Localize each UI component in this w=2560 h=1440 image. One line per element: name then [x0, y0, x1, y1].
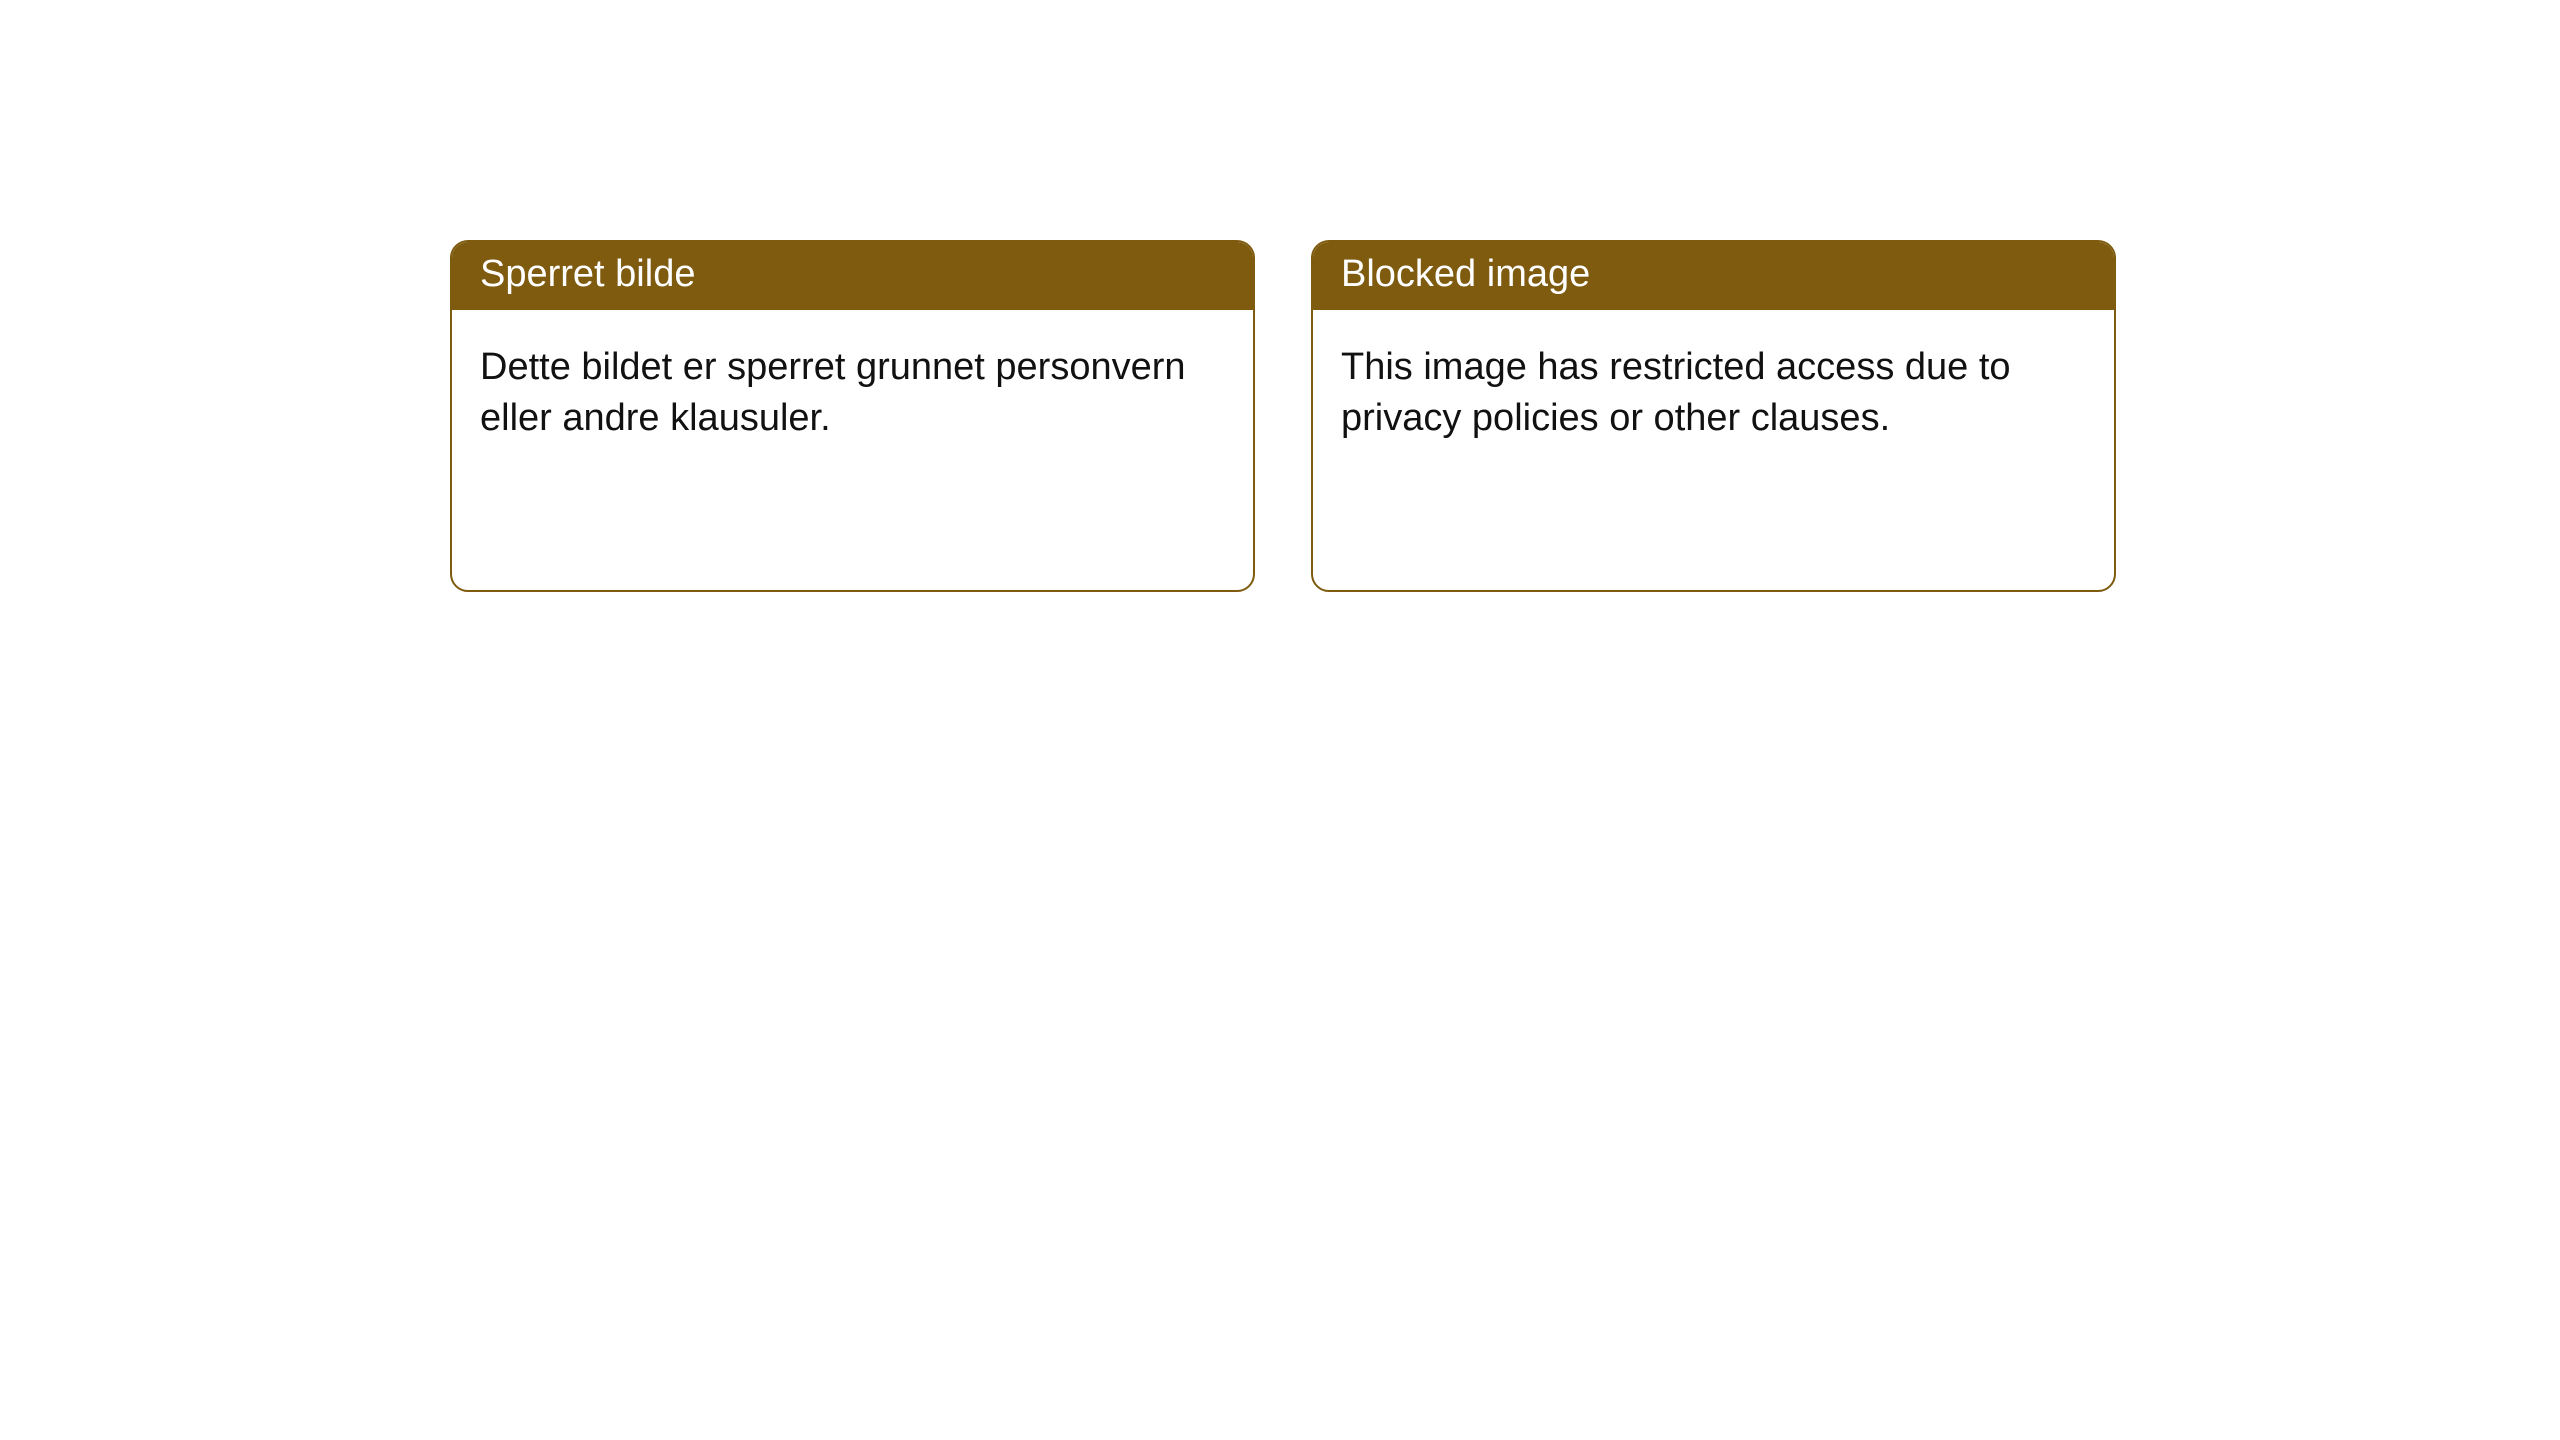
card-title: Sperret bilde: [452, 242, 1253, 310]
card-body: This image has restricted access due to …: [1313, 310, 2114, 590]
notice-container: Sperret bilde Dette bildet er sperret gr…: [0, 0, 2560, 592]
blocked-image-card-en: Blocked image This image has restricted …: [1311, 240, 2116, 592]
blocked-image-card-no: Sperret bilde Dette bildet er sperret gr…: [450, 240, 1255, 592]
card-body: Dette bildet er sperret grunnet personve…: [452, 310, 1253, 590]
card-title: Blocked image: [1313, 242, 2114, 310]
